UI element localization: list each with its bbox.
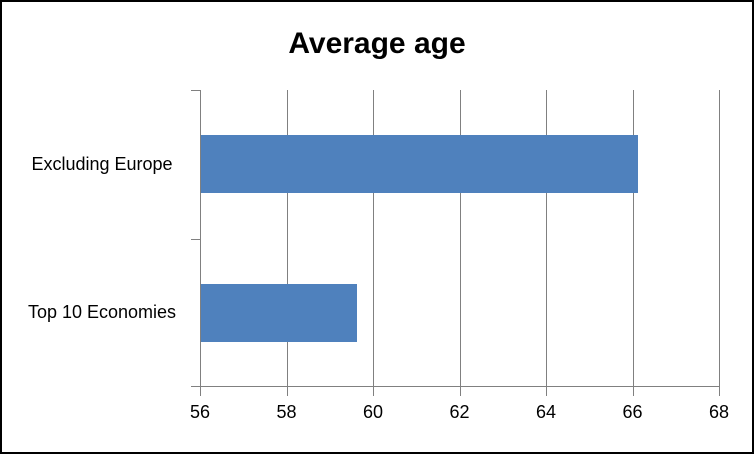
x-axis-tick-58 xyxy=(286,386,288,396)
x-tick-label-60: 60 xyxy=(362,402,384,422)
category-label-top-10-economies: Top 10 Economies xyxy=(27,302,177,323)
gridline-68 xyxy=(719,90,720,386)
gridline-62 xyxy=(459,90,461,386)
x-axis-tick-68 xyxy=(719,386,720,396)
chart-title: Average age xyxy=(288,27,466,60)
x-axis-tick-62 xyxy=(459,386,461,396)
bar-excluding-europe xyxy=(201,135,638,194)
x-axis-tick-56 xyxy=(200,386,201,396)
x-tick-label-62: 62 xyxy=(449,402,470,422)
gridline-60 xyxy=(373,90,374,386)
category-axis-tick-2 xyxy=(191,386,201,387)
gridline-58 xyxy=(286,90,288,386)
gridline-64 xyxy=(546,90,547,386)
x-tick-label-68: 68 xyxy=(708,402,730,422)
category-label-excluding-europe: Excluding Europe xyxy=(31,153,173,174)
x-tick-label-58: 58 xyxy=(276,402,297,422)
x-tick-label-64: 64 xyxy=(535,402,557,422)
category-axis-tick-0 xyxy=(191,90,201,91)
bar-top-10-economies xyxy=(201,283,357,342)
x-tick-label-56: 56 xyxy=(189,402,211,422)
x-axis-tick-66 xyxy=(632,386,634,396)
x-axis-tick-64 xyxy=(546,386,547,396)
plot-area xyxy=(191,90,720,396)
gridline-66 xyxy=(632,90,634,386)
category-axis-tick-1 xyxy=(191,239,201,240)
x-tick-label-66: 66 xyxy=(622,402,643,422)
x-axis-tick-60 xyxy=(373,386,374,396)
category-axis-labels: Excluding Europe Top 10 Economies xyxy=(12,90,192,387)
